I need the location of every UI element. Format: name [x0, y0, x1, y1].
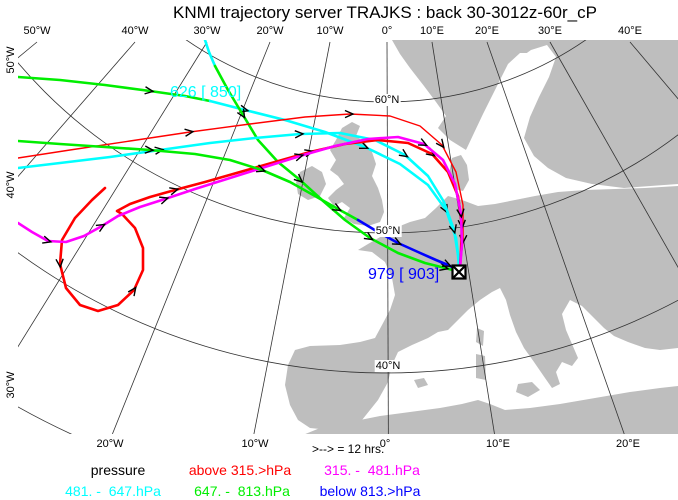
bottom-axis-label: 20°E — [616, 438, 640, 450]
top-axis-label: 0° — [381, 25, 393, 37]
time-arrow-icon — [169, 187, 180, 196]
time-arrow-icon — [95, 223, 107, 233]
legend-item-315-481: 315. - 481.hPa — [324, 462, 420, 478]
land-polygon — [328, 122, 384, 226]
top-axis-label: 30°E — [538, 25, 562, 37]
top-axis-label: 20°E — [475, 25, 499, 37]
time-arrow-icon — [331, 203, 343, 212]
trajectory-cyan — [18, 131, 461, 272]
endpoint-marker-icon — [451, 264, 467, 280]
time-arrow-icon — [398, 148, 409, 158]
meridian-line — [549, 41, 678, 269]
arrow-interval-note: >--> = 12 hrs. — [312, 442, 385, 456]
time-arrow-icon — [144, 145, 155, 154]
land-polygon — [414, 378, 428, 388]
meridian-line — [253, 41, 331, 434]
land-polygon — [305, 386, 678, 434]
time-arrow-icon — [236, 108, 246, 120]
time-arrow-icon — [154, 146, 165, 155]
page-title: KNMI trajectory server TRAJKS : back 30-… — [173, 3, 597, 22]
time-arrow-icon — [435, 138, 445, 149]
trajectory-magenta — [18, 135, 464, 270]
time-arrow-icon — [344, 109, 355, 119]
top-axis-label: 40°E — [618, 25, 642, 37]
legend-item-481-647: 481. - 647.hPa — [65, 483, 161, 499]
time-arrow-icon — [294, 130, 305, 139]
trajectory-red — [18, 113, 464, 269]
latitude-label: 50°N — [374, 225, 402, 237]
time-arrow-icon — [294, 153, 305, 162]
time-arrow-icon — [448, 224, 457, 235]
time-arrow-icon — [391, 237, 403, 246]
sea-polygon — [466, 53, 533, 163]
legend-item-above-315: above 315.>hPa — [188, 462, 292, 478]
meridian-line — [18, 41, 208, 348]
top-axis-label: 50°W — [23, 25, 51, 37]
time-arrow-icon — [417, 138, 429, 147]
time-arrow-icon — [293, 173, 304, 184]
time-arrow-icon — [456, 208, 465, 219]
time-arrow-icon — [144, 86, 155, 95]
time-arrow-icon — [127, 286, 137, 297]
bottom-axis-label: 20°W — [96, 438, 124, 450]
time-arrow-icon — [363, 231, 374, 241]
latitude-label: 40°N — [374, 360, 402, 372]
top-axis-label: 10°W — [316, 25, 344, 37]
legend-item-below-813: below 813.>hPa — [319, 483, 421, 499]
land-polygon — [516, 382, 540, 397]
meridian-line — [486, 41, 625, 434]
end-pressure-label: 979 [ 903] — [368, 266, 440, 283]
top-axis-label: 20°W — [256, 25, 284, 37]
bottom-axis-label: 10°E — [486, 438, 510, 450]
bottom-axis-label: 0° — [379, 438, 391, 450]
trajectory-cyan — [203, 40, 217, 68]
top-axis-label: 40°W — [121, 25, 149, 37]
time-arrow-icon — [441, 259, 453, 267]
land-polygon — [476, 354, 486, 380]
left-axis-label: 40°W — [5, 171, 17, 199]
meridian-line — [18, 41, 136, 178]
legend-item-647-813: 647. - 813.hPa — [194, 483, 290, 499]
top-axis-label: 30°W — [193, 25, 221, 37]
time-arrow-icon — [159, 196, 170, 205]
time-arrow-icon — [55, 258, 64, 269]
trajectory-red — [58, 138, 464, 313]
latitude-label: 60°N — [373, 94, 401, 106]
time-arrow-icon — [256, 164, 267, 173]
legend-title: pressure — [90, 462, 146, 478]
land-polygon — [285, 186, 678, 430]
time-arrow-icon — [42, 235, 53, 244]
time-arrow-icon — [439, 262, 450, 271]
trajectory-green — [18, 139, 360, 222]
time-arrow-icon — [184, 128, 195, 137]
left-axis-label: 50°W — [5, 46, 17, 74]
start-pressure-label: 626 [ 850] — [170, 84, 242, 101]
trajectory-green — [18, 75, 212, 103]
time-arrow-icon — [358, 141, 370, 150]
bottom-axis-label: 10°W — [241, 438, 269, 450]
parallel-line — [18, 251, 678, 374]
land-polygon — [296, 166, 326, 200]
left-axis-label: 30°W — [5, 371, 17, 399]
top-axis-label: 10°E — [420, 25, 444, 37]
land-polygon — [392, 40, 678, 188]
